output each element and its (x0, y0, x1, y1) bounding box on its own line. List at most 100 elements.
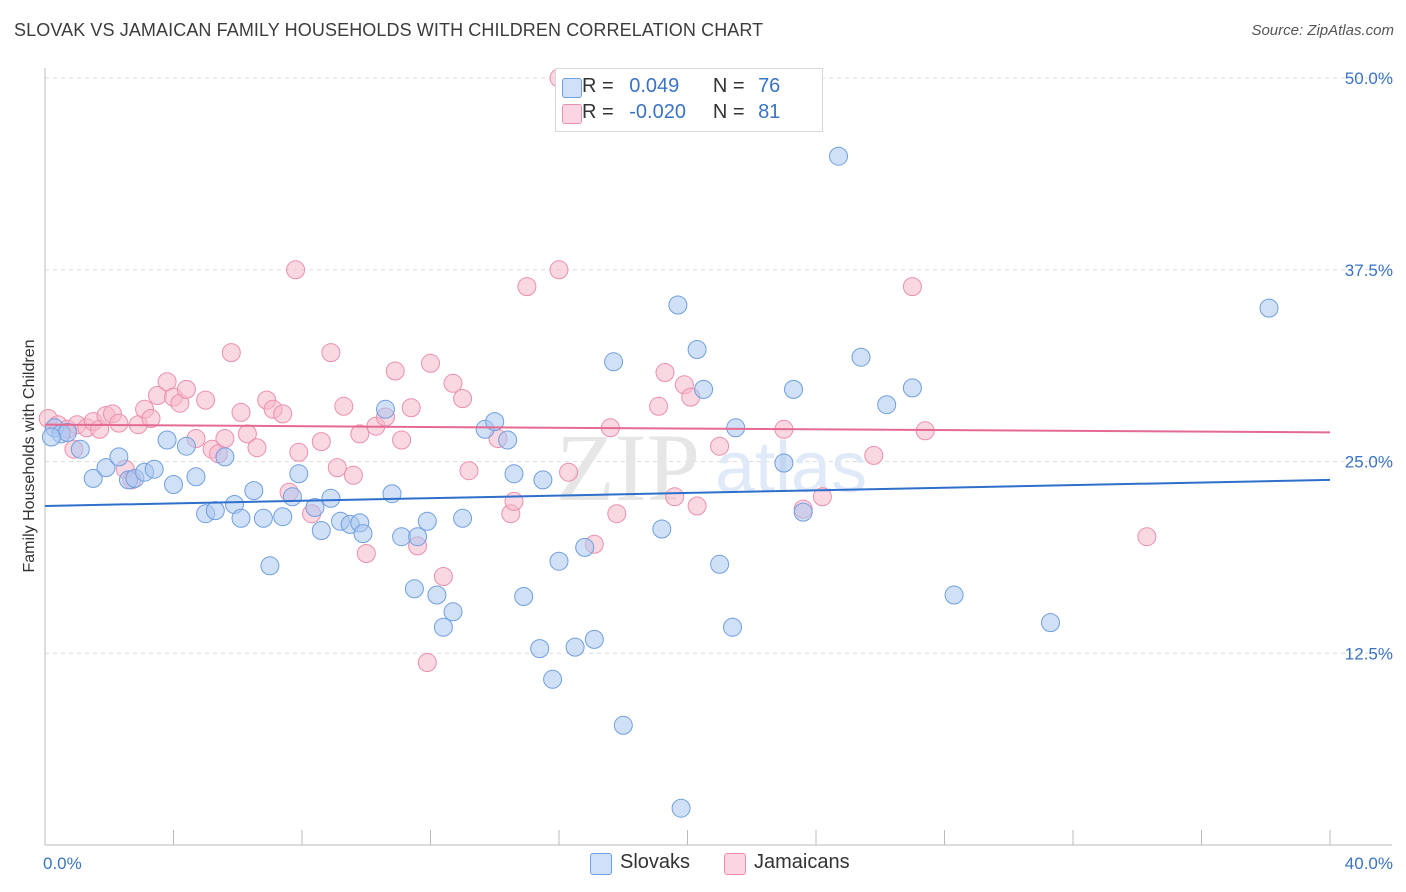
jamaican-point (1137, 527, 1157, 547)
slovak-point (784, 379, 803, 399)
jamaican-point (247, 438, 267, 458)
jamaican-point (231, 402, 251, 422)
jamaican-point (401, 398, 421, 418)
slovak-point (710, 554, 730, 574)
jamaican-point (196, 390, 216, 410)
jamaican-point (289, 442, 309, 462)
slovak-point (273, 507, 293, 527)
slovak-point (530, 639, 550, 659)
slovak-point (687, 340, 707, 359)
slovak-point (96, 458, 116, 478)
jamaican-point (710, 436, 730, 456)
slovak-point (205, 501, 225, 521)
slovak-point (549, 551, 569, 571)
slovak-point (485, 412, 505, 432)
jamaican-point (334, 396, 354, 416)
legend-r-label: R = (582, 75, 614, 97)
slovak-point (404, 579, 424, 599)
slovak-point (694, 379, 714, 399)
slovak-point (70, 439, 90, 459)
slovak-point (253, 508, 273, 528)
slovak-point (427, 585, 447, 605)
legend-n-label: N = (712, 75, 745, 97)
legend-r-label: R = (582, 101, 614, 123)
chart-title: SLOVAK VS JAMAICAN FAMILY HOUSEHOLDS WIT… (14, 20, 764, 40)
slovak-point (944, 585, 964, 605)
jamaican-point (559, 462, 579, 482)
slovak-point (311, 521, 331, 540)
slovak-point (604, 352, 624, 372)
slovak-point (877, 395, 897, 415)
legend-swatch-slovaks (562, 78, 582, 98)
slovak-point (376, 399, 395, 419)
data-points (38, 68, 1279, 818)
jamaican-point (443, 373, 463, 393)
legend-r-value: 0.049 (629, 75, 680, 97)
tick-labels: 12.5% 25.0% 37.5% 50.0% 0.0% 40.0% (43, 69, 1393, 873)
y-tick-label: 37.5% (1345, 261, 1393, 280)
jamaican-point (649, 396, 669, 416)
jamaican-point (459, 461, 479, 481)
jamaican-point (356, 544, 376, 563)
jamaican-point (665, 487, 685, 507)
x-tick-label: 40.0% (1345, 854, 1393, 873)
jamaican-point (433, 567, 453, 586)
slovak-point (1041, 613, 1060, 633)
jamaican-point (215, 429, 235, 448)
jamaican-point (607, 504, 627, 524)
gridlines (45, 77, 1392, 654)
jamaican-point (350, 424, 370, 444)
trend-lines (44, 423, 1331, 507)
y-axis-label: Family Households with Children (21, 340, 38, 573)
slovak-point (793, 502, 813, 522)
bottom-legend-swatch-slovaks (590, 853, 612, 875)
slovak-point (392, 527, 412, 547)
slovak-point (186, 467, 206, 487)
bottom-legend-slovaks: Slovaks (590, 851, 691, 875)
slovak-point (231, 508, 251, 528)
jamaican-point (321, 343, 341, 363)
slovak-point (584, 629, 604, 649)
slovak-point (829, 146, 848, 166)
source-label: Source: ZipAtlas.com (1251, 22, 1394, 39)
axes (44, 68, 1392, 846)
slovak-point (543, 669, 563, 689)
y-tick-label: 12.5% (1345, 644, 1393, 663)
slovak-point (1259, 298, 1279, 318)
jamaican-point (687, 496, 707, 516)
jamaican-point (141, 409, 161, 428)
jamaican-point (549, 260, 569, 280)
slovak-point (260, 556, 280, 576)
slovak-point (408, 527, 428, 547)
slovak-point (902, 378, 922, 398)
jamaican-point (109, 413, 129, 433)
jamaican-point (655, 363, 675, 382)
jamaican-point (286, 260, 306, 280)
slovak-point (41, 427, 61, 447)
jamaican-point (327, 458, 347, 478)
legend-row-slovaks: R = 0.049 N = 76 (562, 75, 780, 101)
legend-r-value: -0.020 (629, 101, 686, 123)
series-slovaks (41, 146, 1279, 818)
slovak-point (157, 430, 177, 450)
legend-n-label: N = (712, 101, 745, 123)
bottom-legend-label-slovaks: Slovaks (620, 851, 691, 873)
slovak-point (774, 453, 794, 473)
slovak-point (504, 464, 524, 484)
slovak-point (851, 347, 871, 367)
jamaican-point (812, 487, 832, 507)
slovak-point (289, 464, 309, 484)
slovak-point (671, 798, 691, 818)
slovak-point (305, 498, 325, 517)
x-tick-label: 0.0% (43, 854, 82, 873)
correlation-legend: R = 0.049 N = 76 R = -0.020 N = 81 (555, 68, 823, 132)
slovak-point (417, 511, 437, 531)
slovak-point (652, 519, 672, 539)
legend-n-value: 81 (758, 101, 781, 123)
slovak-point (83, 468, 103, 488)
jamaican-point (385, 361, 405, 381)
slovak-point (575, 537, 595, 557)
slovak-point (565, 637, 585, 657)
slovak-point (613, 715, 633, 735)
